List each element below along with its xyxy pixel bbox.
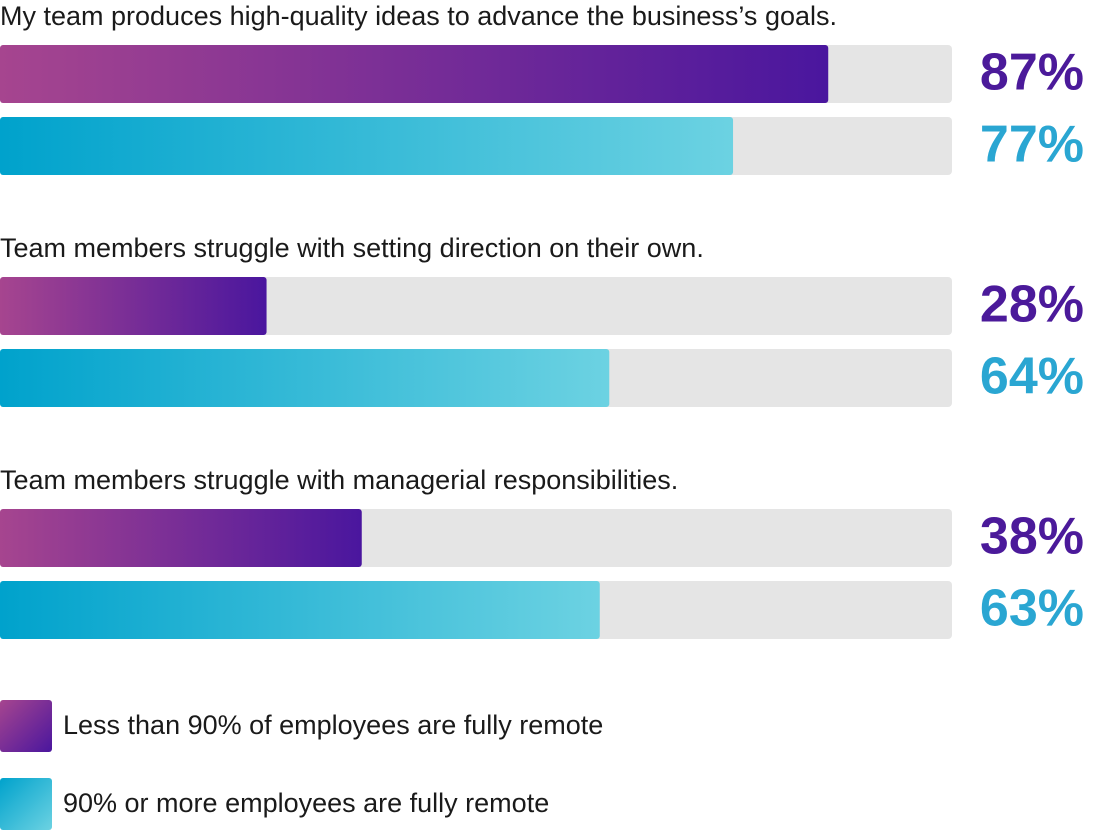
category-label: My team produces high-quality ideas to a… [0,1,837,31]
legend-swatch [0,700,52,752]
bar [0,349,610,407]
category-label: Team members struggle with setting direc… [0,233,704,263]
legend-label: Less than 90% of employees are fully rem… [63,710,603,740]
bar [0,45,829,103]
bar [0,277,267,335]
legend-label: 90% or more employees are fully remote [63,788,549,818]
bar [0,581,600,639]
value-label: 38% [980,508,1084,566]
bar [0,509,362,567]
value-label: 64% [980,348,1084,406]
bar [0,117,734,175]
category-label: Team members struggle with managerial re… [0,465,678,495]
value-label: 63% [980,580,1084,638]
value-label: 28% [980,276,1084,334]
legend-swatch [0,778,52,830]
value-label: 77% [980,116,1084,174]
value-label: 87% [980,44,1084,102]
